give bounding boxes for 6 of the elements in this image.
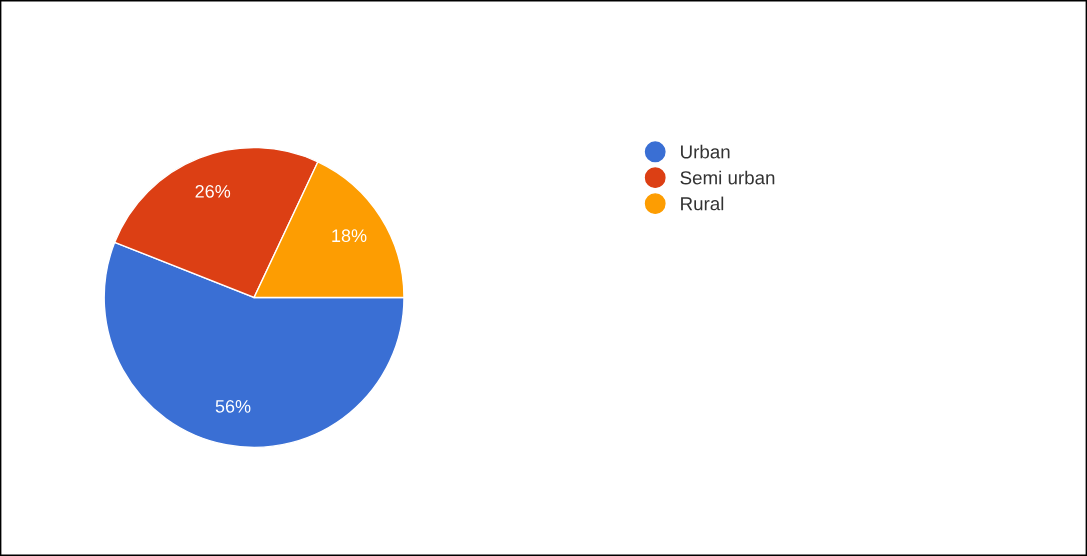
legend-label: Urban (681, 144, 730, 159)
data-label: 26% (195, 184, 231, 198)
data-label: 18% (332, 229, 367, 243)
legend-label: Rural (681, 196, 724, 211)
legend-label: Semi urban (680, 170, 775, 185)
data-label: 56% (215, 399, 251, 413)
